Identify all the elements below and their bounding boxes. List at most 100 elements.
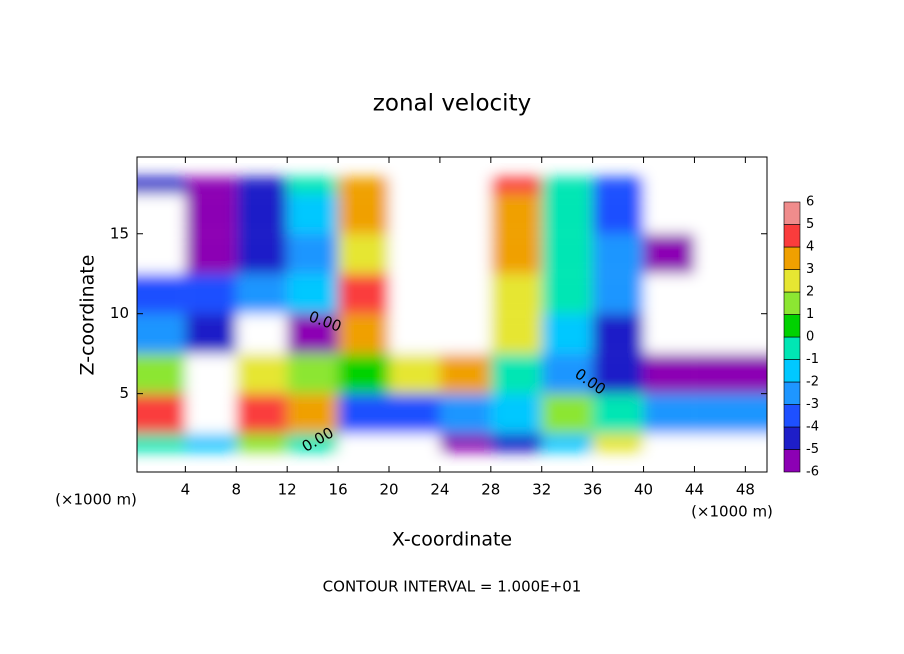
field-cell: [694, 433, 767, 452]
field-cell: [592, 393, 644, 434]
field-cell: [236, 233, 288, 274]
field-cell: [287, 193, 339, 234]
field-cell: [490, 393, 542, 434]
field-cell: [236, 177, 288, 194]
x-unit-label: (×1000 m): [55, 491, 137, 509]
y-tick-label: 5: [119, 384, 129, 402]
field-cell: [236, 433, 288, 452]
field-cell: [439, 353, 491, 394]
field-cell: [439, 193, 491, 234]
cells: [137, 177, 767, 452]
field-cell: [236, 353, 288, 394]
field-cell: [389, 193, 440, 234]
field-cell: [643, 353, 695, 394]
colorbar-label: -2: [806, 375, 819, 390]
field-cell: [389, 273, 440, 314]
colorbar-label: 5: [806, 217, 814, 232]
field-cell: [185, 393, 237, 434]
colorbar-label: 3: [806, 262, 814, 277]
field-cell: [185, 313, 237, 354]
colorbar-label: 0: [806, 330, 814, 345]
field-cell: [439, 313, 491, 354]
field-cell: [185, 233, 237, 274]
field-cell: [338, 233, 389, 274]
x-unit-label: (×1000 m): [691, 503, 773, 521]
chart-title: zonal velocity: [373, 91, 531, 117]
field-cell: [185, 273, 237, 314]
colorbar-swatch: [783, 291, 801, 315]
colorbar-label: 2: [806, 285, 814, 300]
field-cell: [287, 393, 339, 434]
field-cell: [185, 177, 237, 194]
colorbar-label: 4: [806, 240, 814, 255]
field-cell: [338, 393, 389, 434]
colorbar-swatch: [783, 224, 801, 248]
y-tick-label: 10: [110, 304, 129, 322]
field-cell: [389, 393, 440, 434]
field-cell: [592, 193, 644, 234]
field-cell: [389, 233, 440, 274]
colorbar-swatch: [783, 359, 801, 383]
field-cell: [137, 233, 186, 274]
colorbar-swatch: [783, 426, 801, 450]
colorbar-swatch: [783, 201, 801, 225]
colorbar-swatch: [783, 314, 801, 338]
field-cell: [490, 193, 542, 234]
field-cell: [287, 273, 339, 314]
colorbar-swatch: [783, 449, 801, 473]
field-cell: [338, 177, 389, 194]
colorbar-label: -3: [806, 397, 819, 412]
field-cell: [439, 273, 491, 314]
field-cell: [287, 233, 339, 274]
field-cell: [643, 433, 695, 452]
field-cell: [541, 433, 593, 452]
field-cell: [236, 193, 288, 234]
field-cell: [389, 313, 440, 354]
x-tick-label: 32: [532, 481, 551, 499]
field-cell: [643, 313, 695, 354]
field-cell: [643, 233, 695, 274]
field-cell: [389, 433, 440, 452]
y-axis-label: Z-coordinate: [77, 255, 99, 376]
field-cell: [643, 393, 695, 434]
field-cell: [490, 433, 542, 452]
field-cell: [541, 353, 593, 394]
x-tick-label: 36: [583, 481, 602, 499]
field-cell: [185, 353, 237, 394]
field-cell: [185, 193, 237, 234]
field-cell: [439, 233, 491, 274]
colorbar-label: -6: [806, 465, 819, 480]
field-cell: [137, 193, 186, 234]
field-cell: [541, 393, 593, 434]
field-cell: [338, 433, 389, 452]
field-cell: [694, 353, 767, 394]
field-cell: [287, 313, 339, 354]
field-cell: [694, 233, 767, 274]
x-tick-label: 16: [329, 481, 348, 499]
colorbar-label: 6: [806, 195, 814, 210]
y-tick-label: 15: [110, 224, 129, 242]
x-tick-label: 24: [430, 481, 449, 499]
x-tick-label: 20: [379, 481, 398, 499]
field-cell: [643, 177, 695, 194]
field-cell: [338, 353, 389, 394]
colorbar-label: -4: [806, 420, 819, 435]
colorbar-swatch: [783, 381, 801, 405]
field-cell: [592, 233, 644, 274]
x-tick-label: 48: [736, 481, 755, 499]
field-cell: [694, 273, 767, 314]
field-cell: [137, 177, 186, 194]
field-cell: [185, 433, 237, 452]
field-cell: [490, 273, 542, 314]
field-cell: [592, 273, 644, 314]
field-cell: [389, 177, 440, 194]
field-cell: [439, 433, 491, 452]
field-cell: [137, 273, 186, 314]
field-cell: [541, 273, 593, 314]
field-cell: [694, 177, 767, 194]
colorbar-swatch: [783, 404, 801, 428]
field-cell: [694, 193, 767, 234]
field-cell: [592, 177, 644, 194]
field-cell: [338, 193, 389, 234]
